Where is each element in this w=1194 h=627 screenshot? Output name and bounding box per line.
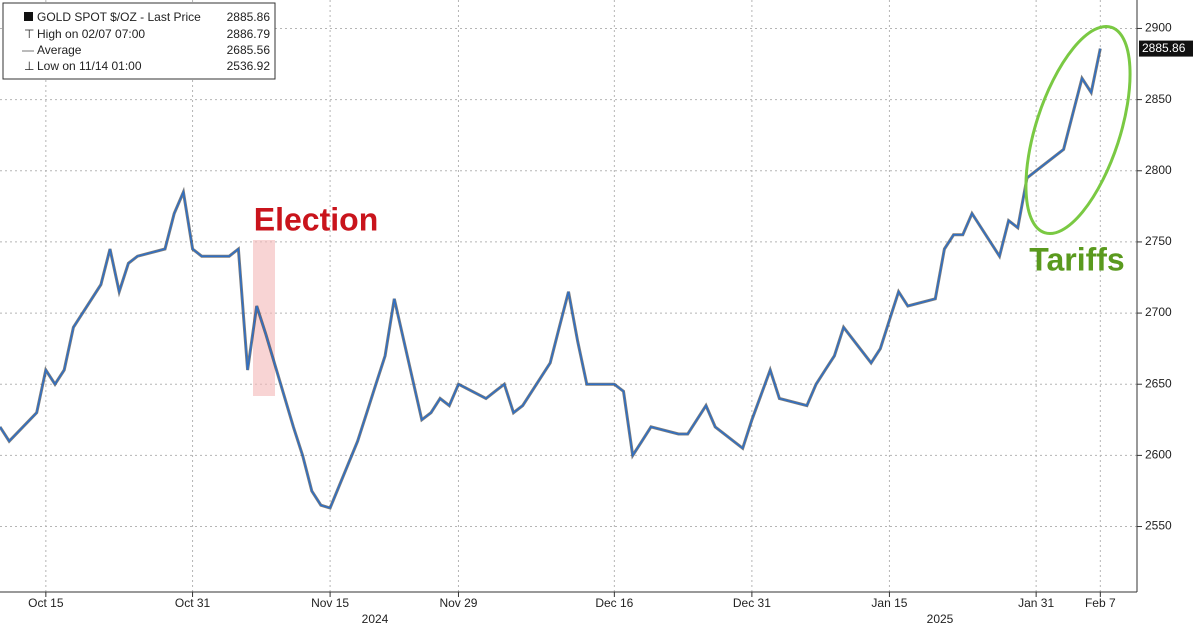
x-tick-label: Nov 29 xyxy=(439,596,477,610)
legend-box xyxy=(2,2,276,80)
x-group-label: 2024 xyxy=(362,612,389,626)
legend-label: Low on 11/14 01:00 xyxy=(37,59,142,73)
legend-value: 2685.56 xyxy=(227,43,271,57)
y-tick-label: 2700 xyxy=(1145,305,1172,319)
y-tick-label: 2600 xyxy=(1145,448,1172,462)
x-tick-label: Feb 7 xyxy=(1085,596,1116,610)
annotation: Tariffs xyxy=(1029,241,1124,277)
x-tick-label: Jan 15 xyxy=(871,596,907,610)
legend-value: 2885.86 xyxy=(227,10,271,24)
tariffs-ellipse xyxy=(1024,24,1132,236)
x-group-label: 2025 xyxy=(927,612,954,626)
y-tick-label: 2850 xyxy=(1145,92,1172,106)
legend-icon: ⊥ xyxy=(24,59,34,73)
x-tick-label: Oct 31 xyxy=(175,596,211,610)
y-tick-label: 2900 xyxy=(1145,21,1172,35)
x-tick-label: Jan 31 xyxy=(1018,596,1054,610)
y-tick-label: 2550 xyxy=(1145,519,1172,533)
annotation: Election xyxy=(254,201,378,237)
y-tick-label: 2800 xyxy=(1145,163,1172,177)
legend-label: GOLD SPOT $/OZ - Last Price xyxy=(37,10,201,24)
x-tick-label: Nov 15 xyxy=(311,596,349,610)
legend-icon: ⊤ xyxy=(24,27,34,41)
legend-value: 2536.92 xyxy=(227,59,271,73)
last-price-label: 2885.86 xyxy=(1142,41,1186,55)
legend: GOLD SPOT $/OZ - Last Price 2885.86 ⊤ Hi… xyxy=(2,2,276,80)
plot xyxy=(0,48,1102,510)
x-tick-label: Dec 31 xyxy=(733,596,771,610)
legend-label: High on 02/07 07:00 xyxy=(37,27,145,41)
last-price-box xyxy=(1139,40,1193,57)
grid xyxy=(0,0,1137,592)
line xyxy=(0,48,1102,509)
election-band xyxy=(253,240,275,396)
legend-label: Average xyxy=(37,43,82,57)
y-tick-label: 2650 xyxy=(1145,376,1172,390)
y-tick-label: 2750 xyxy=(1145,234,1172,248)
x-tick-label: Dec 16 xyxy=(595,596,633,610)
x-tick-label: Oct 15 xyxy=(28,596,64,610)
legend-value: 2886.79 xyxy=(227,27,271,41)
legend-swatch xyxy=(24,12,33,21)
